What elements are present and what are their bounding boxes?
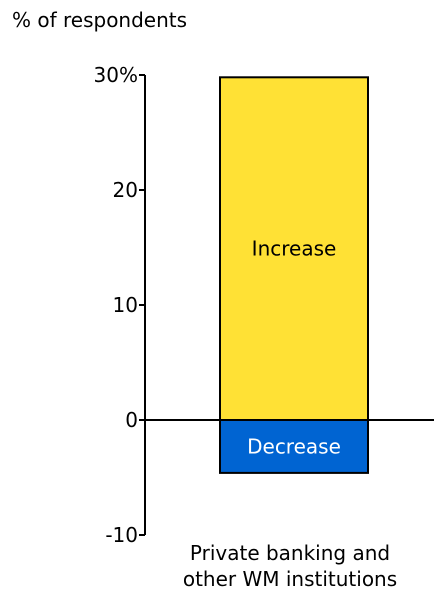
x-category-label: other WM institutions (183, 567, 397, 591)
y-axis-unit-label: % of respondents (12, 8, 187, 32)
bar-label-decrease: Decrease (247, 434, 341, 458)
y-axis: 30% 20 10 0 -10 (94, 63, 146, 547)
bars-layer: Increase Decrease (219, 76, 369, 474)
y-tick-label: 30% (94, 63, 138, 87)
y-tick-label: 20 (113, 178, 138, 202)
bar-decrease (219, 419, 369, 474)
y-tick-label: -10 (105, 523, 138, 547)
y-tick-label: 0 (125, 408, 138, 432)
bar-label-increase: Increase (252, 237, 337, 261)
x-category-label: Private banking and (190, 541, 390, 565)
y-tick-label: 10 (113, 293, 138, 317)
